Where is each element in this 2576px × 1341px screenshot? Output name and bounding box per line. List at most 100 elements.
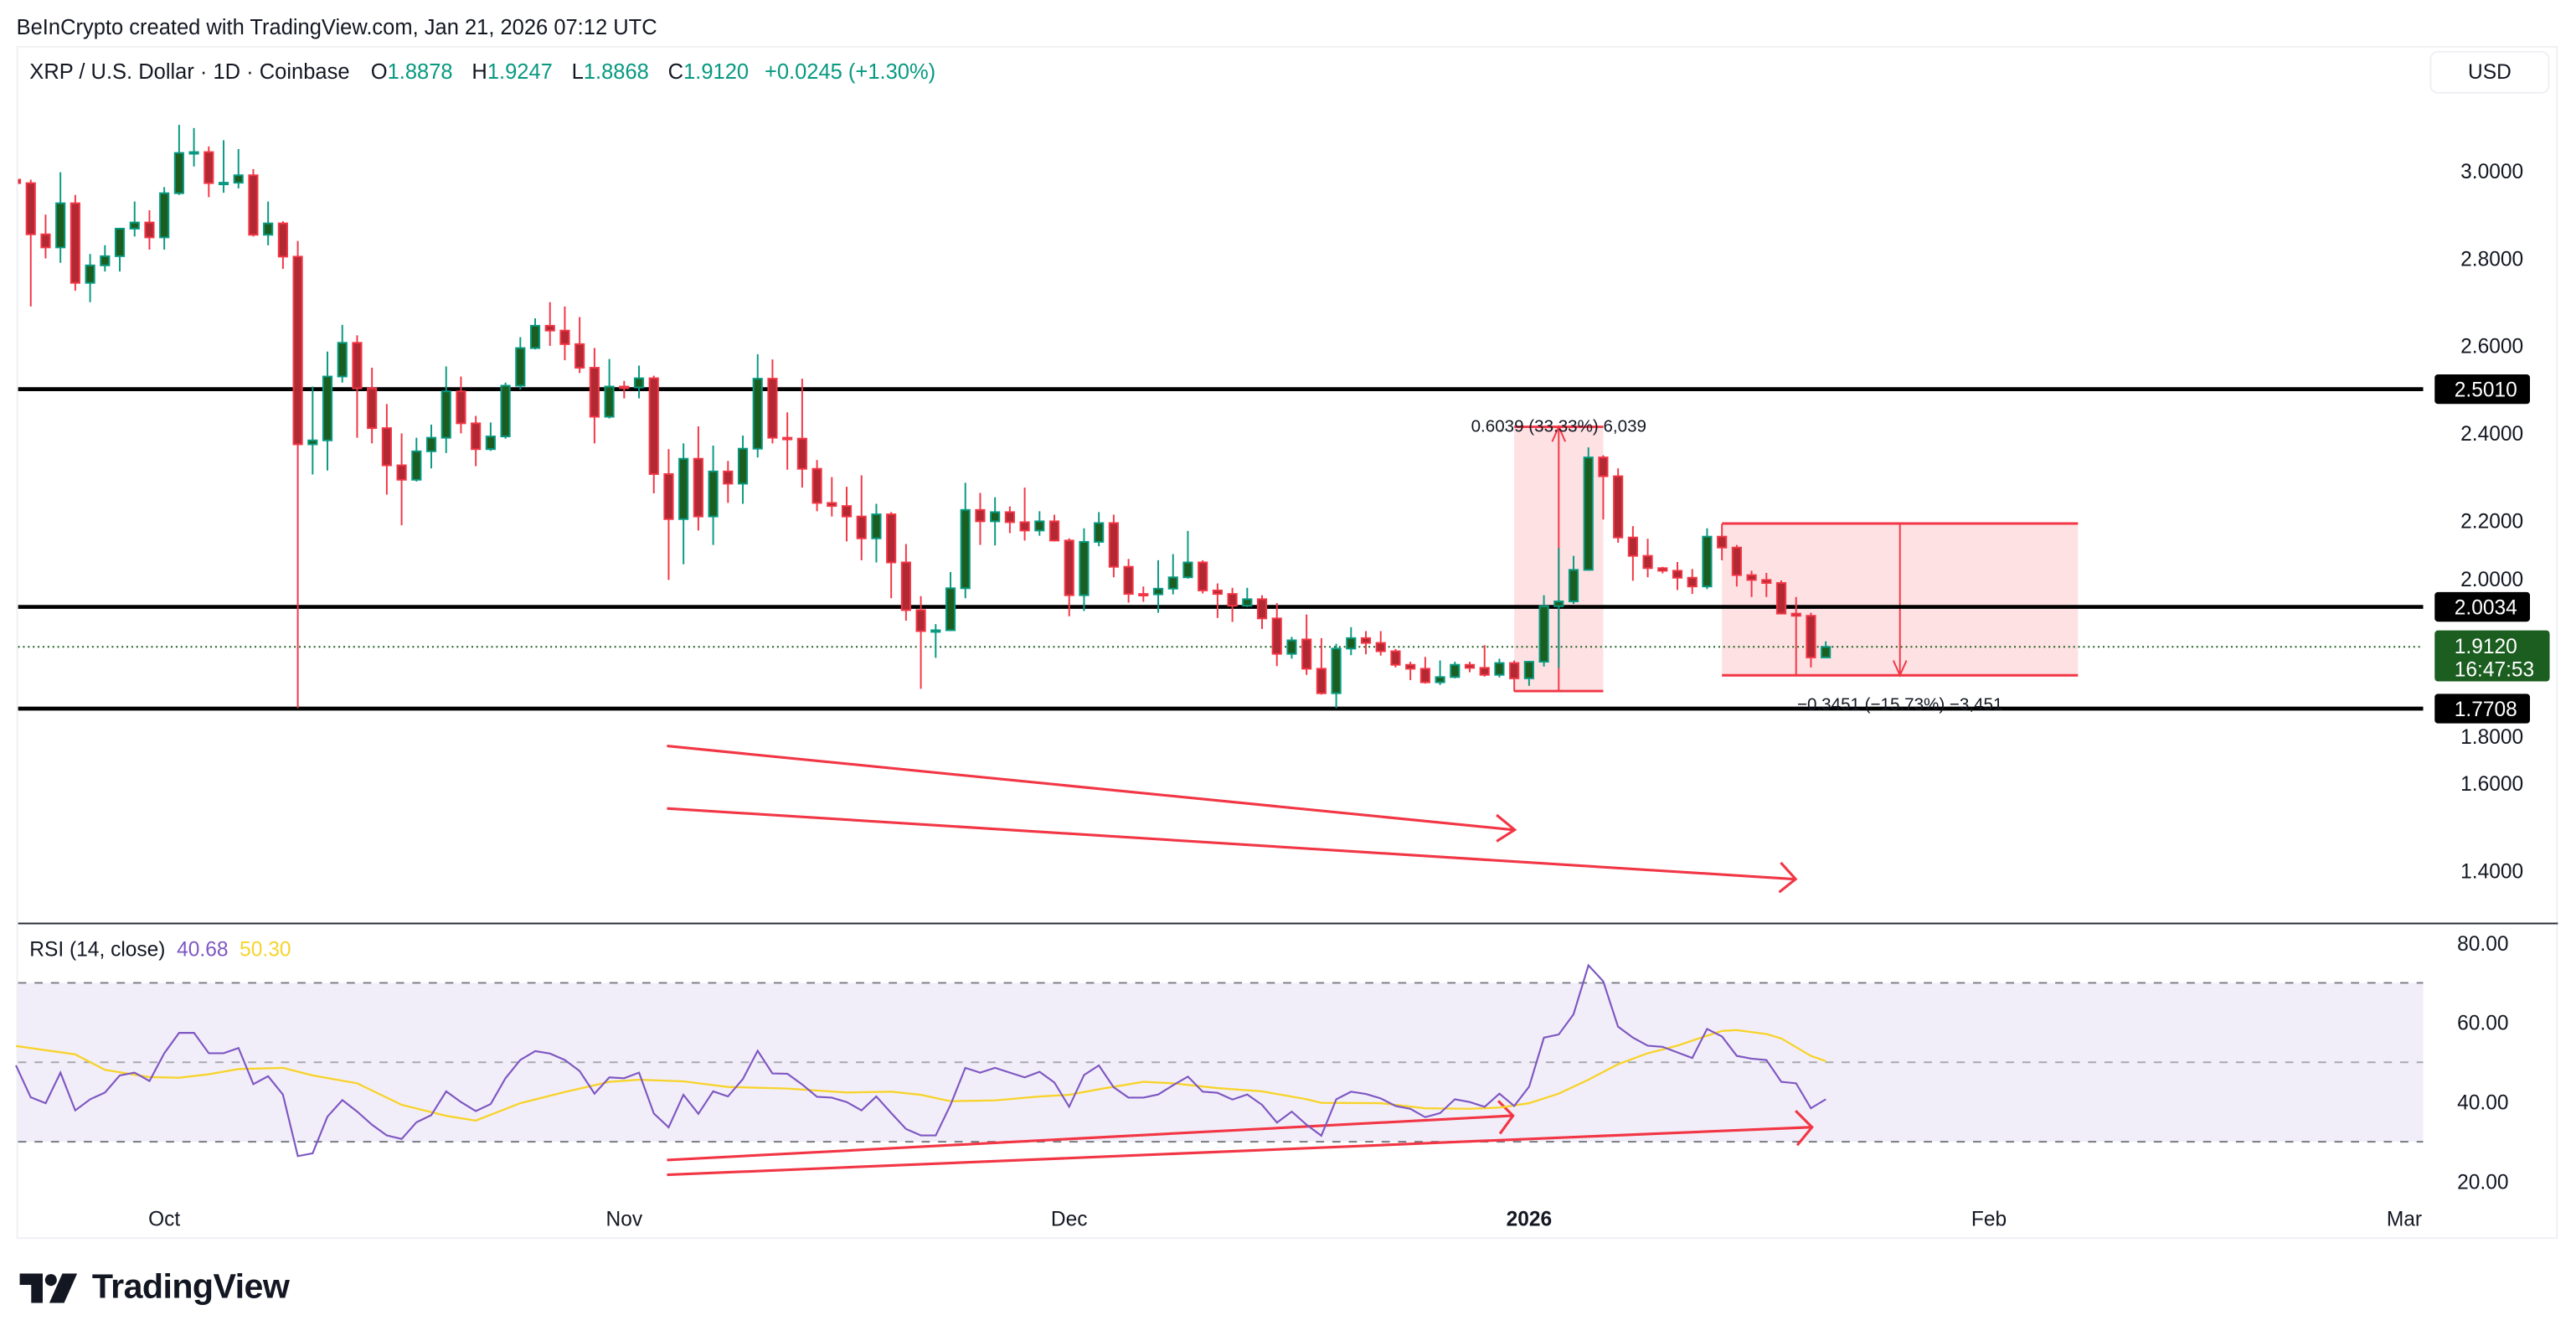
candle-body: [900, 561, 911, 611]
arrowhead-icon: [1551, 425, 1567, 442]
candle-body: [1271, 617, 1282, 655]
time-tick-label: Oct: [148, 1208, 180, 1230]
arrow-line[interactable]: [667, 1126, 1812, 1177]
rsi-legend[interactable]: RSI (14, close) 40.68 50.30: [29, 938, 291, 961]
level-label-bg: [2434, 374, 2531, 405]
candle-body: [1553, 600, 1564, 607]
candle: [678, 443, 689, 565]
arrow-line[interactable]: [667, 807, 1795, 881]
horizontal-levels[interactable]: [18, 387, 2427, 711]
price-tick-label: 3.0000: [2460, 161, 2523, 183]
candle: [1450, 662, 1461, 678]
candle: [544, 302, 555, 346]
candle-body: [841, 505, 853, 518]
time-tick-label: Feb: [1971, 1208, 2007, 1230]
price-tick-label: 2.0000: [2460, 569, 2523, 591]
candle: [1642, 539, 1653, 578]
candle-body: [1286, 639, 1297, 655]
candle: [1717, 524, 1728, 560]
candles: [18, 125, 1832, 709]
candle-body: [515, 347, 526, 387]
candle-body: [1346, 637, 1357, 650]
candle: [708, 446, 719, 545]
candle: [1227, 587, 1238, 622]
logo-text: TradingView: [91, 1268, 290, 1307]
arrow-line[interactable]: [667, 745, 1513, 832]
candle-body: [945, 587, 956, 632]
level-label-text: 1.7708: [2455, 699, 2517, 721]
candle: [1079, 528, 1090, 611]
candle: [55, 172, 66, 263]
candle-body: [648, 377, 659, 475]
price-tick-label: 2.2000: [2460, 511, 2523, 534]
candle-body: [1079, 540, 1090, 596]
candle-body: [960, 508, 971, 590]
candle-body: [1048, 520, 1060, 542]
candle: [1731, 544, 1742, 587]
arrowhead-icon: [1795, 1109, 1814, 1147]
candle-body: [767, 378, 778, 439]
candle: [1464, 662, 1476, 673]
rsi-value: 40.68: [177, 938, 229, 962]
candle-body: [723, 470, 734, 485]
candle: [1301, 614, 1312, 675]
candle: [70, 194, 80, 291]
time-tick-label: Dec: [1051, 1208, 1088, 1230]
candle-body: [248, 174, 259, 236]
candle: [945, 571, 956, 632]
candle: [886, 512, 897, 599]
time-axis[interactable]: Oct Nov Dec 2026 Feb Mar: [148, 1208, 2422, 1230]
candle: [40, 214, 51, 259]
candle-body: [188, 151, 199, 155]
close-label: C: [667, 59, 684, 85]
candle-body: [485, 436, 496, 451]
rsi-axis[interactable]: 80.00 60.00 40.00 20.00: [2457, 933, 2508, 1194]
candle-body: [1450, 663, 1461, 678]
change-value: +0.0245 (+1.30%): [764, 59, 936, 85]
candle: [471, 415, 482, 467]
symbol-legend[interactable]: XRP / U.S. Dollar · 1D · Coinbase O1.887…: [29, 59, 945, 84]
candle: [1702, 528, 1713, 590]
candle-body: [1687, 576, 1698, 588]
candle-body: [1301, 638, 1312, 670]
price-trend-arrows[interactable]: [667, 745, 1798, 894]
candle: [975, 493, 986, 545]
rsi-lines: [15, 963, 1826, 1158]
candle-body: [396, 464, 407, 481]
candle: [1568, 555, 1579, 605]
candle-body: [1613, 475, 1624, 539]
candle-body: [1731, 546, 1742, 576]
candle: [1821, 641, 1832, 658]
candle: [1242, 587, 1253, 607]
rsi-trend-arrows[interactable]: [667, 1100, 1814, 1177]
high-label: H: [471, 59, 487, 85]
candle: [18, 178, 22, 184]
range-label: −0.3451 (−15.73%) −3,451: [1797, 694, 2002, 714]
candle: [1167, 554, 1178, 595]
candle: [25, 179, 36, 307]
candle: [307, 386, 318, 475]
candle: [619, 380, 630, 399]
candle-body: [440, 390, 451, 439]
range-label: 0.6039 (33.33%) 6,039: [1471, 416, 1646, 436]
candle: [159, 187, 170, 250]
range-labels: 0.6039 (33.33%) 6,039 −0.3451 (−15.73%) −…: [1471, 416, 2003, 714]
candle: [277, 221, 288, 270]
level-price-label: 1.7708: [2434, 694, 2531, 724]
arrow-line[interactable]: [667, 1114, 1513, 1162]
candle: [1761, 573, 1772, 597]
candle: [663, 449, 674, 580]
tradingview-logo[interactable]: TradingView: [19, 1268, 290, 1307]
candle-body: [782, 436, 793, 441]
candle-body: [604, 385, 615, 418]
candle: [1286, 637, 1297, 659]
candle-body: [456, 390, 466, 425]
currency-button[interactable]: USD: [2429, 50, 2550, 94]
price-range-measure[interactable]: [1722, 522, 2079, 678]
candle: [1004, 506, 1015, 534]
price-axis[interactable]: 3.0000 2.8000 2.6000 2.4000 2.2000 2.0000 1.80…: [2460, 161, 2523, 884]
candle-body: [1598, 456, 1609, 477]
candle-body: [1004, 511, 1015, 524]
